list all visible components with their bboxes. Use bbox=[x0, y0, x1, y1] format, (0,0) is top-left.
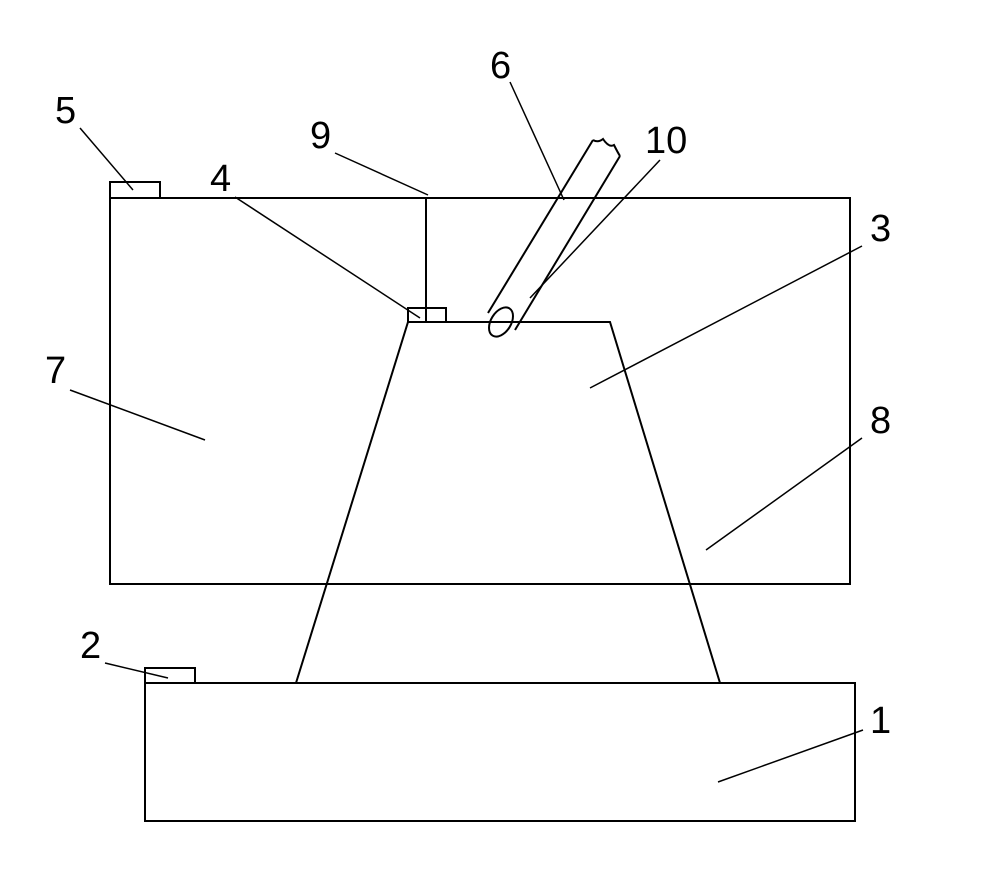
label-8: 8 bbox=[870, 400, 891, 443]
label-5: 5 bbox=[55, 90, 76, 133]
label-6: 6 bbox=[490, 45, 511, 88]
upper-notch bbox=[110, 182, 160, 198]
leader-10 bbox=[530, 160, 660, 298]
label-10: 10 bbox=[645, 120, 687, 163]
base-rect bbox=[145, 683, 855, 821]
label-9: 9 bbox=[310, 115, 331, 158]
base-notch bbox=[145, 668, 195, 683]
label-3: 3 bbox=[870, 208, 891, 251]
trapezoid bbox=[296, 322, 720, 683]
leader-8 bbox=[706, 438, 862, 550]
leader-7 bbox=[70, 390, 205, 440]
label-2: 2 bbox=[80, 625, 101, 668]
leader-9 bbox=[335, 153, 428, 195]
label-1: 1 bbox=[870, 700, 891, 743]
technical-diagram: 1 2 3 4 5 6 7 8 9 10 bbox=[0, 0, 1000, 890]
leader-6 bbox=[510, 82, 564, 200]
label-4: 4 bbox=[210, 158, 231, 201]
leader-5 bbox=[80, 128, 133, 190]
leader-3 bbox=[590, 246, 862, 388]
leader-1 bbox=[718, 730, 863, 782]
rod bbox=[484, 139, 620, 341]
leader-4 bbox=[235, 197, 420, 318]
diagram-svg bbox=[0, 0, 1000, 890]
leader-2 bbox=[105, 663, 168, 678]
label-7: 7 bbox=[45, 350, 66, 393]
